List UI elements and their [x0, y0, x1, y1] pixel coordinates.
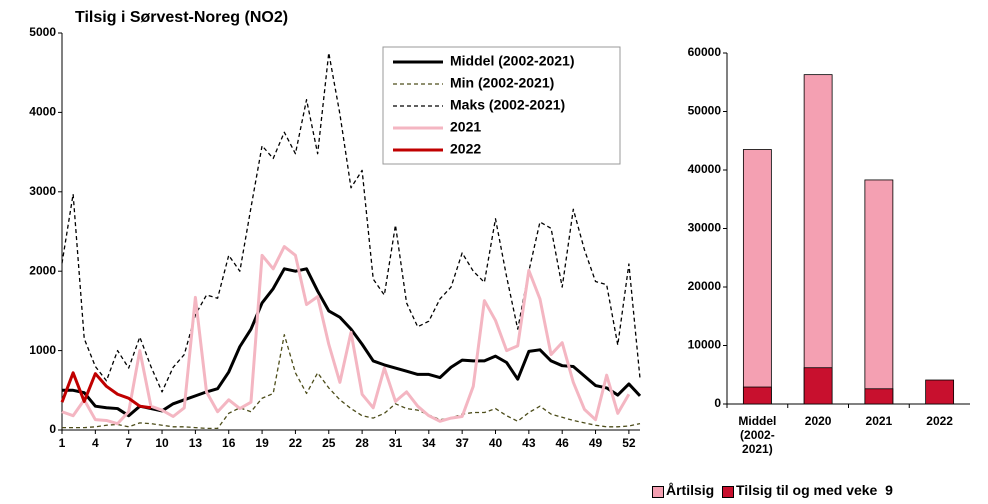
- legend-label: 2021: [450, 119, 481, 135]
- series-line: [61, 52, 641, 393]
- y-tick-label: 3000: [29, 184, 56, 198]
- x-tick-label: 2020: [804, 414, 832, 428]
- bar: [925, 379, 955, 405]
- legend-label: Min (2002-2021): [450, 75, 554, 91]
- x-tick-label: 16: [222, 436, 236, 450]
- y-tick-label: 60000: [688, 45, 722, 59]
- y-tick-label: 10000: [688, 338, 722, 352]
- bar: [742, 149, 772, 405]
- bar: [803, 367, 833, 405]
- y-tick-label: 20000: [688, 279, 722, 293]
- x-tick-label: 49: [589, 436, 603, 450]
- x-tick-label: 2022: [926, 414, 953, 428]
- x-tick-label: 25: [322, 436, 336, 450]
- x-tick-label: Middel (2002-2021): [738, 414, 777, 456]
- chart-title: Tilsig i Sørvest-Noreg (NO2): [75, 9, 288, 26]
- x-tick-label: 19: [255, 436, 269, 450]
- x-tick-label: 52: [622, 436, 636, 450]
- x-tick-label: 4: [92, 436, 99, 450]
- y-tick-label: 40000: [688, 162, 722, 176]
- legend-label: Tilsig til og med veke 9: [736, 482, 893, 498]
- y-tick-label: 30000: [688, 221, 722, 235]
- x-tick-label: 2021: [865, 414, 893, 428]
- bar: [803, 74, 833, 405]
- bar: [864, 388, 894, 405]
- y-tick-label: 0: [49, 422, 56, 436]
- legend-label: Middel (2002-2021): [450, 53, 575, 69]
- y-tick-label: 5000: [29, 25, 56, 39]
- legend-swatch: [722, 486, 734, 498]
- legend-label: Årtilsig: [666, 482, 715, 498]
- x-tick-label: 43: [522, 436, 536, 450]
- x-tick-label: 40: [489, 436, 503, 450]
- x-tick-label: 46: [556, 436, 570, 450]
- bar: [742, 386, 772, 405]
- x-tick-label: 10: [155, 436, 169, 450]
- x-tick-label: 34: [422, 436, 436, 450]
- x-tick-label: 31: [389, 436, 403, 450]
- y-tick-label: 0: [714, 396, 721, 410]
- y-tick-label: 4000: [29, 105, 56, 119]
- x-tick-label: 37: [455, 436, 469, 450]
- bar: [864, 179, 894, 405]
- y-tick-label: 2000: [29, 263, 56, 277]
- x-tick-label: 1: [59, 436, 66, 450]
- series-line: [60, 371, 152, 410]
- legend-label: 2022: [450, 141, 481, 157]
- y-tick-label: 1000: [29, 343, 56, 357]
- y-tick-label: 50000: [688, 104, 722, 118]
- x-tick-label: 22: [289, 436, 303, 450]
- series-line: [62, 334, 641, 430]
- x-tick-label: 7: [125, 436, 132, 450]
- series-line: [61, 245, 631, 426]
- legend-swatch: [652, 486, 664, 498]
- x-tick-label: 13: [189, 436, 203, 450]
- x-tick-label: 28: [355, 436, 369, 450]
- legend-label: Maks (2002-2021): [450, 97, 565, 113]
